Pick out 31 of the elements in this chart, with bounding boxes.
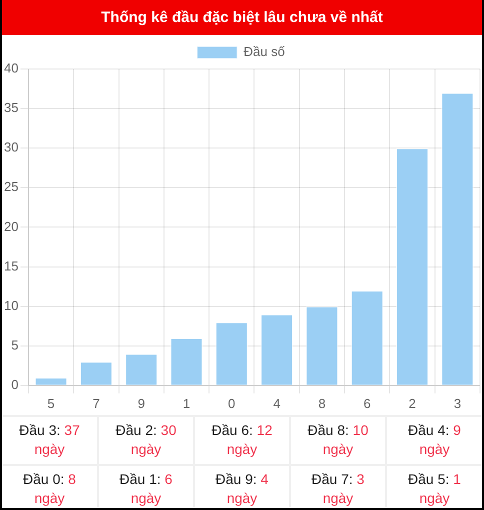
x-tick-label: 1 bbox=[182, 396, 190, 411]
x-tick-label: 0 bbox=[228, 396, 236, 411]
text: Đầu 7: 3 ngày bbox=[290, 465, 386, 510]
y-tick-label: 20 bbox=[4, 218, 18, 234]
text: Đầu 3: 37 ngày bbox=[2, 416, 98, 465]
x-tick-label: 2 bbox=[408, 396, 416, 411]
y-tick-label: 5 bbox=[11, 337, 18, 352]
x-tick-label: 5 bbox=[47, 396, 55, 411]
y-tick-label: 10 bbox=[4, 298, 18, 313]
y-tick-label: 0 bbox=[11, 376, 18, 392]
legend-label: Đầu số bbox=[244, 44, 285, 60]
text: Đầu 9: 4 ngày bbox=[194, 465, 290, 510]
y-tick-label: 15 bbox=[4, 258, 18, 274]
y-tick-label: 30 bbox=[4, 140, 18, 155]
y-tick-label: 25 bbox=[4, 179, 18, 194]
x-tick-label: 7 bbox=[92, 396, 100, 411]
text: Đầu 2: 30 ngày bbox=[98, 416, 194, 465]
text: Đầu 6: 12 ngày bbox=[194, 416, 290, 465]
x-tick-label: 6 bbox=[364, 396, 371, 411]
x-tick-label: 9 bbox=[138, 396, 145, 411]
text: Đầu 4: 9 ngày bbox=[386, 416, 482, 465]
text: Đầu 8: 10 ngày bbox=[290, 416, 386, 465]
text: Đầu 0: 8 ngày bbox=[2, 465, 98, 510]
y-tick-label: 35 bbox=[4, 100, 18, 116]
chart-title: Thống kê đầu đặc biệt lâu chưa về nhất bbox=[2, 0, 482, 35]
y-tick-label: 40 bbox=[4, 60, 18, 76]
text: Đầu 5: 1 ngày bbox=[386, 465, 482, 510]
x-tick-label: 8 bbox=[318, 396, 326, 411]
text: Đầu 1: 6 ngày bbox=[98, 465, 194, 510]
x-tick-label: 4 bbox=[273, 396, 280, 411]
x-tick-label: 3 bbox=[454, 396, 462, 411]
